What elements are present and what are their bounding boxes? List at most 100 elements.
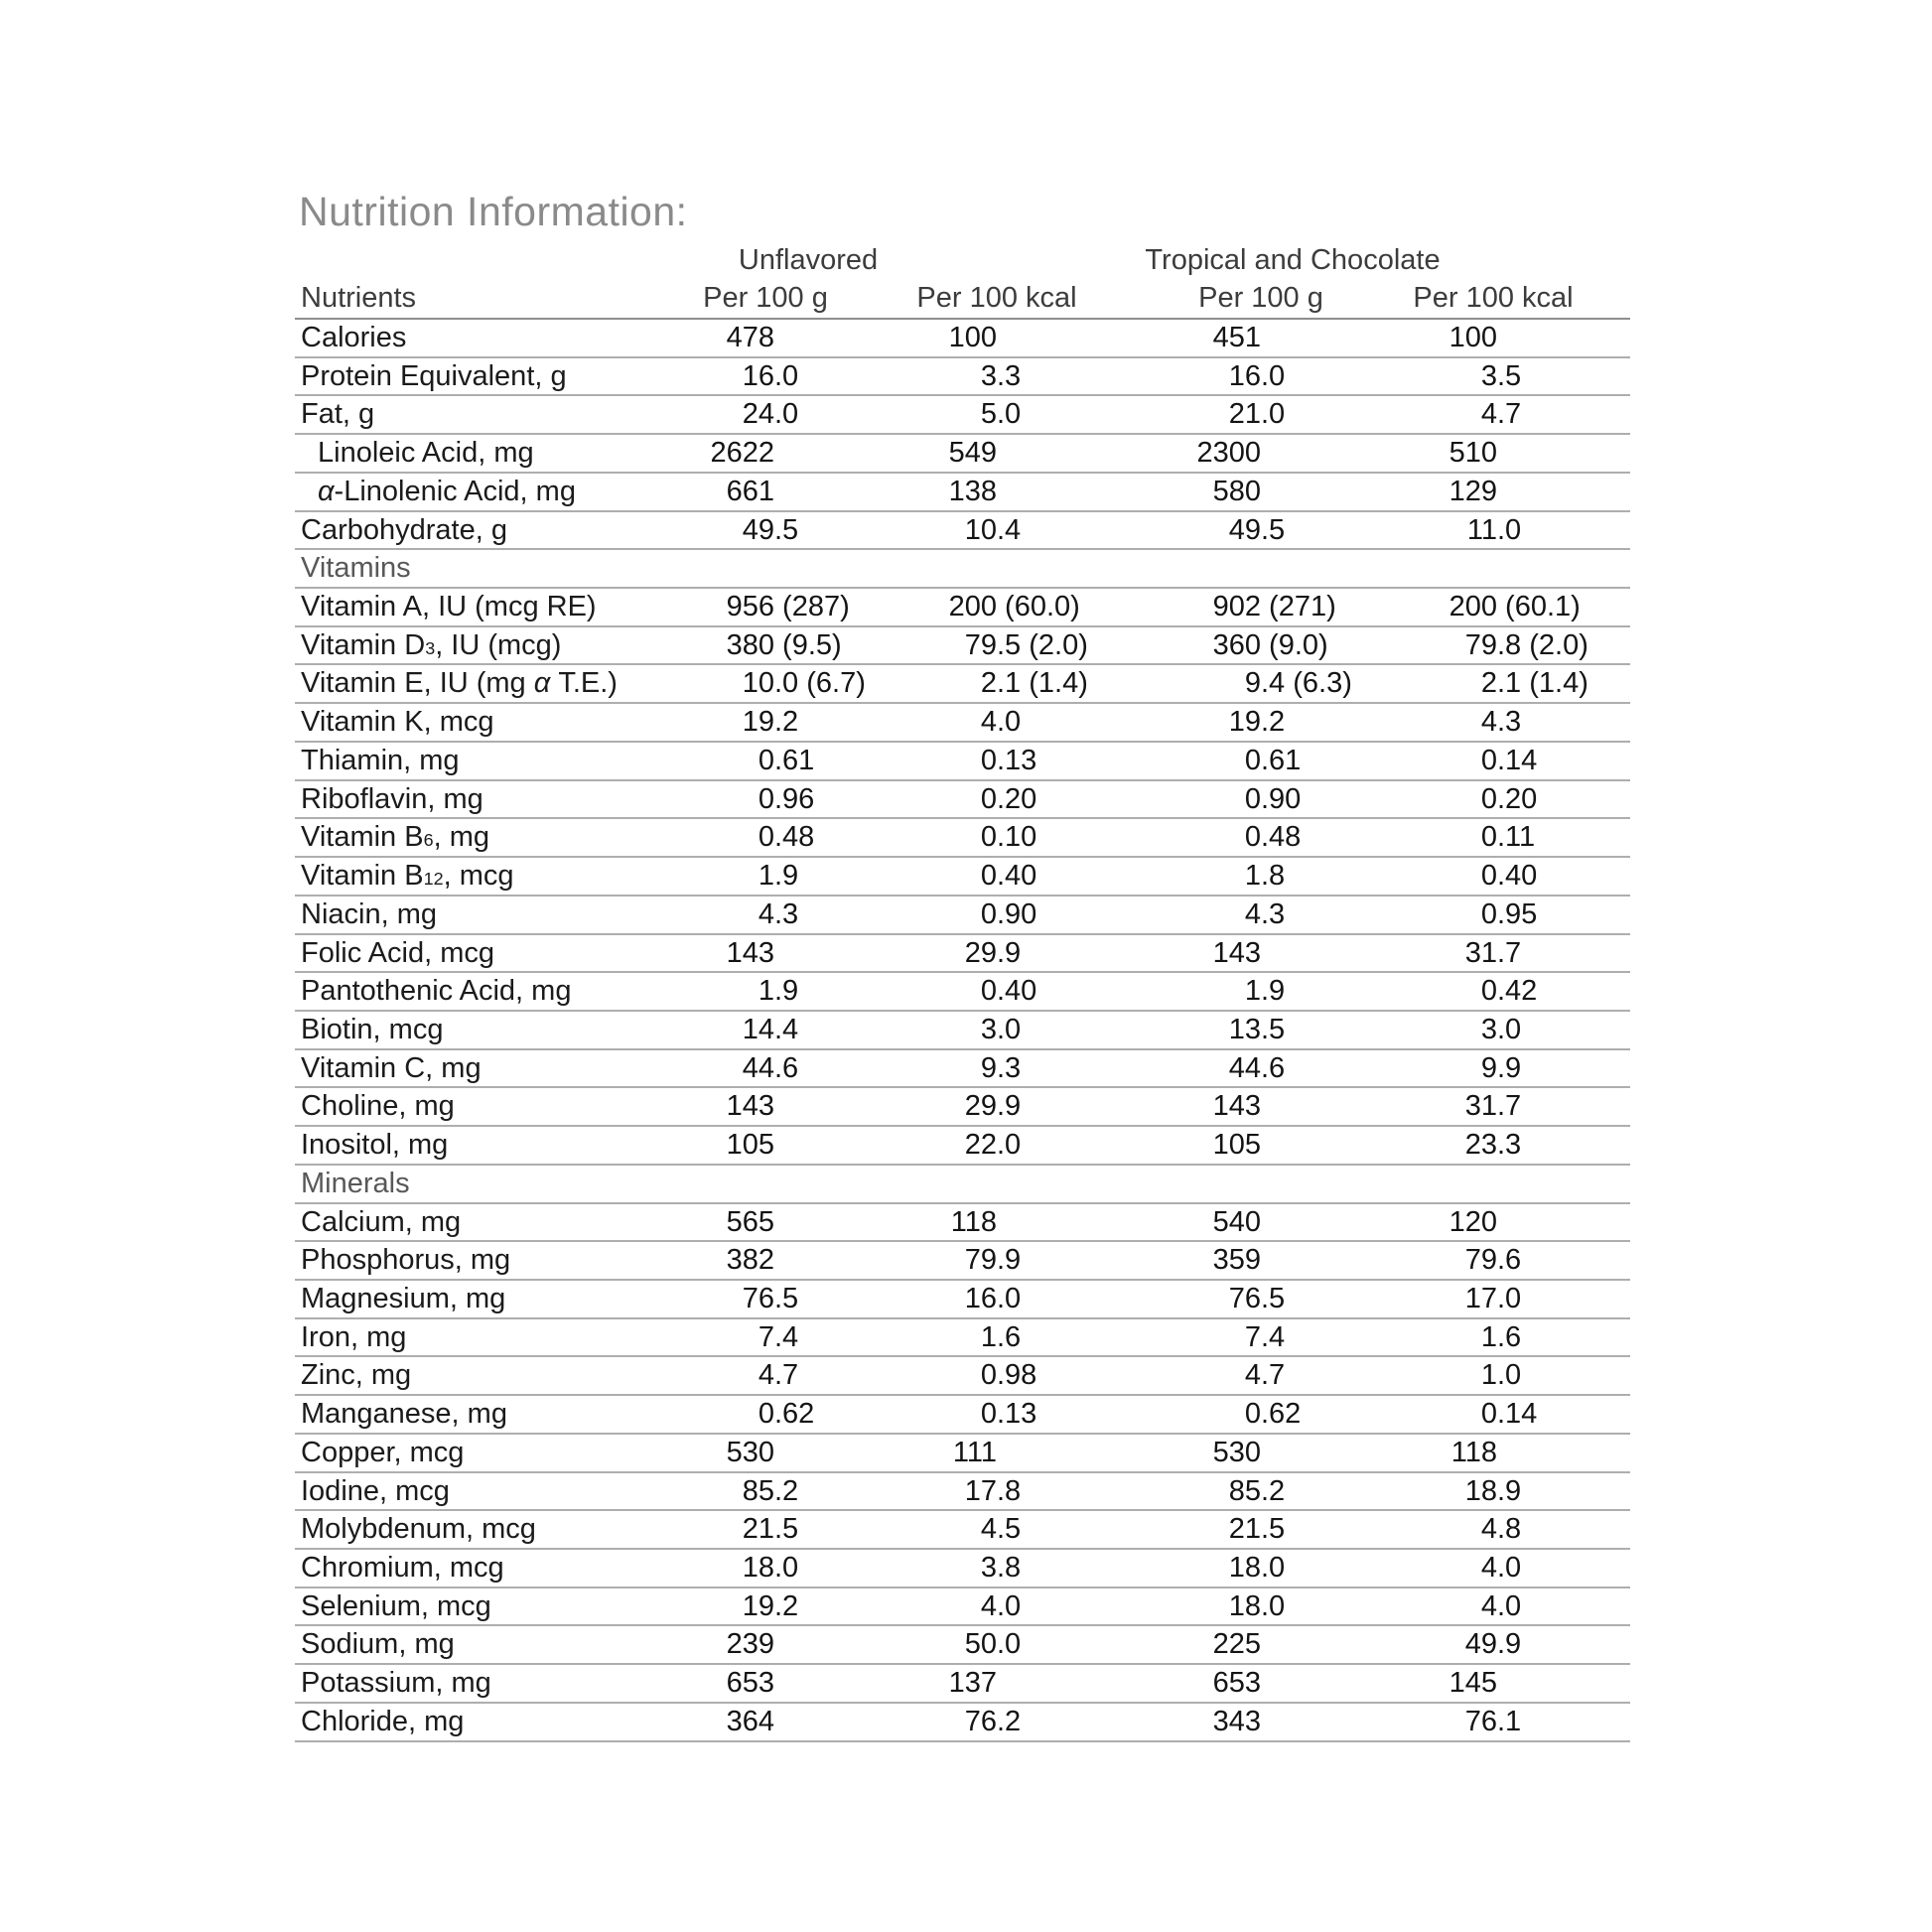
cell-value: 4.3 xyxy=(1480,706,1522,739)
column-header-per-100kcal-tropical: Per 100 kcal xyxy=(1413,282,1574,314)
row-label: Magnesium, mg xyxy=(301,1282,506,1314)
cell-value: 4.7 xyxy=(758,1359,799,1392)
cell-value: 0.40 xyxy=(980,975,1037,1008)
cell-value: 129 xyxy=(1449,475,1497,507)
cell-value: 0.90 xyxy=(1244,782,1302,815)
cell-value: 0.13 xyxy=(980,744,1037,776)
table-row: Linoleic Acid, mg 2622 549 2300 510 xyxy=(295,435,1630,474)
table-row: Sodium, mg 239 50.0 225 49.9 xyxy=(295,1626,1630,1666)
cell-value: 2.1 (1.4) xyxy=(980,667,1088,700)
cell-value: 100 xyxy=(1449,322,1497,353)
cell-value: 239 xyxy=(726,1628,774,1661)
table-row: Folic Acid, mcg 143 29.9 143 31.7 xyxy=(295,935,1630,974)
section-label: Vitamins xyxy=(301,552,411,585)
table-row: Vitamin D3, IU (mcg) 380 (9.5) 79.5 (2.0) 3… xyxy=(295,627,1630,666)
table-row: Zinc, mg 4.7 0.98 4.7 1.0 xyxy=(295,1357,1630,1397)
cell-value: 364 xyxy=(726,1705,774,1737)
column-header-per-100g-unflavored: Per 100 g xyxy=(703,282,828,314)
cell-value: 79.6 xyxy=(1464,1244,1522,1277)
table-row: Iron, mg 7.4 1.6 7.4 1.6 xyxy=(295,1319,1630,1358)
cell-value: 451 xyxy=(1212,322,1261,353)
row-label: Zinc, mg xyxy=(301,1359,412,1392)
nutrition-table: Unflavored Tropical and Chocolate Nutrie… xyxy=(295,240,1630,1742)
cell-value: 0.95 xyxy=(1480,897,1538,930)
cell-value: 4.0 xyxy=(1480,1552,1522,1584)
cell-value: 0.10 xyxy=(980,821,1037,854)
row-label: Potassium, mg xyxy=(301,1667,491,1700)
table-row: Choline, mg 143 29.9 143 31.7 xyxy=(295,1088,1630,1128)
cell-value: 44.6 xyxy=(742,1051,799,1084)
row-label: Carbohydrate, g xyxy=(301,513,507,546)
page-title: Nutrition Information: xyxy=(299,189,688,234)
cell-value: 31.7 xyxy=(1464,1090,1522,1123)
cell-value: 0.14 xyxy=(1480,1398,1538,1431)
cell-value: 0.98 xyxy=(980,1359,1037,1392)
cell-value: 1.9 xyxy=(1244,975,1286,1008)
cell-value: 0.96 xyxy=(758,782,815,815)
row-label: Folic Acid, mcg xyxy=(301,936,494,969)
cell-value: 0.62 xyxy=(758,1398,815,1431)
row-label: Calories xyxy=(301,322,407,353)
cell-value: 10.4 xyxy=(964,513,1022,546)
cell-value: 360 (9.0) xyxy=(1212,628,1328,661)
cell-value: 3.0 xyxy=(980,1013,1022,1045)
column-header-per-100kcal-unflavored: Per 100 kcal xyxy=(916,282,1077,314)
cell-value: 4.5 xyxy=(980,1513,1022,1546)
cell-value: 478 xyxy=(726,322,774,353)
table-row: Inositol, mg 105 22.0 105 23.3 xyxy=(295,1127,1630,1166)
cell-value: 565 xyxy=(726,1205,774,1238)
group-header-tropical-and-chocolate: Tropical and Chocolate xyxy=(1145,244,1441,276)
row-label: Vitamin C, mg xyxy=(301,1051,482,1084)
cell-value: 0.42 xyxy=(1480,975,1538,1008)
row-label: Vitamin K, mcg xyxy=(301,706,494,739)
cell-value: 29.9 xyxy=(964,1090,1022,1123)
cell-value: 16.0 xyxy=(1228,359,1286,392)
cell-value: 16.0 xyxy=(742,359,799,392)
table-row: Vitamin C, mg 44.6 9.3 44.6 9.9 xyxy=(295,1050,1630,1089)
cell-value: 343 xyxy=(1212,1705,1261,1737)
row-label: Iron, mg xyxy=(301,1320,407,1353)
section-label: Minerals xyxy=(301,1167,410,1199)
table-row: Protein Equivalent, g 16.0 3.3 16.0 3.5 xyxy=(295,358,1630,397)
cell-value: 49.9 xyxy=(1464,1628,1522,1661)
section-row: Vitamins xyxy=(295,550,1630,590)
cell-value: 661 xyxy=(726,475,774,507)
row-label: Calcium, mg xyxy=(301,1205,462,1238)
table-row: Copper, mcg 530 111 530 118 xyxy=(295,1435,1630,1473)
cell-value: 3.5 xyxy=(1480,359,1522,392)
cell-value: 0.61 xyxy=(1244,744,1302,776)
cell-value: 9.4 (6.3) xyxy=(1244,667,1352,700)
cell-value: 118 xyxy=(1450,1436,1497,1468)
table-row: Calories 478 100 451 100 xyxy=(295,320,1630,358)
cell-value: 19.2 xyxy=(742,706,799,739)
cell-value: 44.6 xyxy=(1228,1051,1286,1084)
cell-value: 76.1 xyxy=(1464,1705,1522,1737)
table-row: Chloride, mg 364 76.2 343 76.1 xyxy=(295,1704,1630,1742)
cell-value: 1.9 xyxy=(758,975,799,1008)
cell-value: 105 xyxy=(1212,1129,1261,1162)
cell-value: 4.3 xyxy=(758,897,799,930)
row-label: Protein Equivalent, g xyxy=(301,359,567,392)
cell-value: 2622 xyxy=(710,437,774,470)
cell-value: 49.5 xyxy=(742,513,799,546)
cell-value: 19.2 xyxy=(742,1589,799,1622)
row-label: Phosphorus, mg xyxy=(301,1244,511,1277)
cell-value: 0.11 xyxy=(1480,821,1536,854)
cell-value: 49.5 xyxy=(1228,513,1286,546)
cell-value: 76.5 xyxy=(1228,1282,1286,1314)
cell-value: 0.48 xyxy=(758,821,815,854)
cell-value: 138 xyxy=(948,475,997,507)
table-row: Manganese, mg 0.62 0.13 0.62 0.14 xyxy=(295,1396,1630,1435)
cell-value: 4.0 xyxy=(1480,1589,1522,1622)
cell-value: 85.2 xyxy=(742,1474,799,1507)
cell-value: 4.7 xyxy=(1244,1359,1286,1392)
cell-value: 50.0 xyxy=(964,1628,1022,1661)
cell-value: 17.0 xyxy=(1464,1282,1522,1314)
table-row: Thiamin, mg 0.61 0.13 0.61 0.14 xyxy=(295,743,1630,781)
cell-value: 200 (60.1) xyxy=(1449,591,1581,623)
row-label: Fat, g xyxy=(301,398,375,431)
row-label: Riboflavin, mg xyxy=(301,782,483,815)
cell-value: 0.40 xyxy=(980,860,1037,893)
cell-value: 0.13 xyxy=(980,1398,1037,1431)
